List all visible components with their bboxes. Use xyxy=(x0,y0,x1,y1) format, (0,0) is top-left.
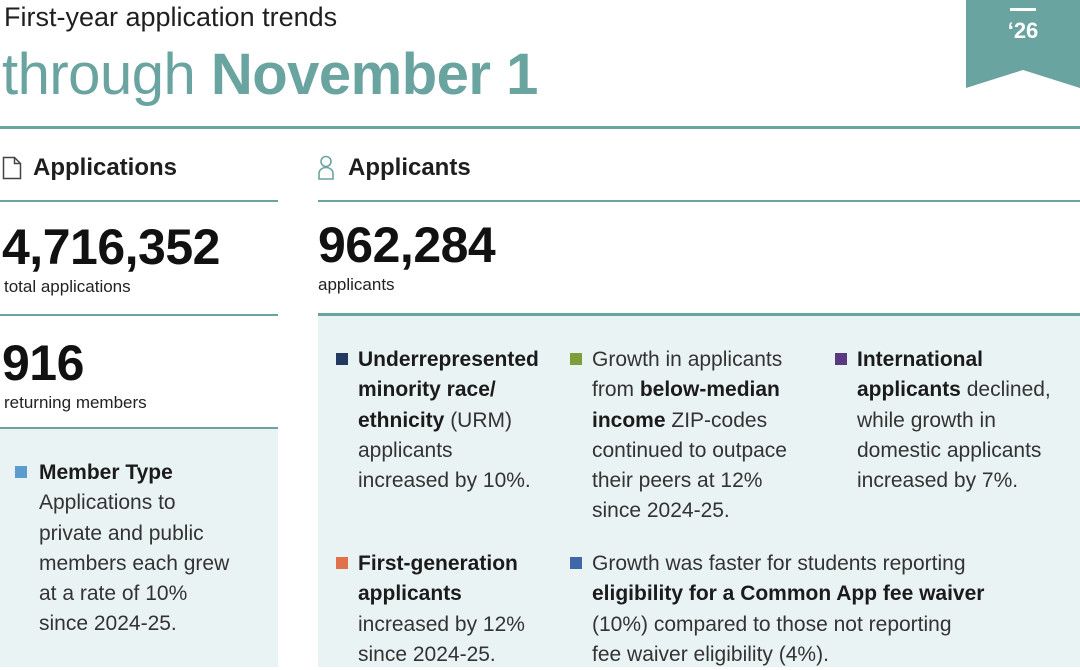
member-type-label: Member Type xyxy=(39,461,173,484)
income-bold: income xyxy=(592,408,666,432)
first-gen-text: First-generation applicants increased by… xyxy=(358,549,558,670)
member-type-line: at a rate of 10% xyxy=(39,582,188,606)
urm-line: increased by 10%. xyxy=(358,469,531,493)
member-type-line: Applications to xyxy=(39,491,176,515)
applicants-panel xyxy=(318,316,1080,667)
fee-waiver-bullet xyxy=(570,557,582,569)
title-through: through xyxy=(2,42,211,107)
applicants-heading: Applicants xyxy=(348,154,471,181)
returning-members-caption: returning members xyxy=(4,393,147,412)
international-bullet xyxy=(835,353,847,365)
income-line: Growth in applicants xyxy=(592,348,783,371)
page-title: through November 1 xyxy=(2,40,538,110)
fee-waiver-text: Growth was faster for students reporting… xyxy=(592,549,1062,670)
urm-bold: Underrepresented xyxy=(358,348,539,371)
member-type-panel xyxy=(0,429,278,667)
person-icon xyxy=(318,155,334,180)
urm-rest: (URM) xyxy=(444,408,513,432)
returning-members-value: 916 xyxy=(2,335,84,391)
urm-bold: ethnicity xyxy=(358,408,445,432)
applicants-divider xyxy=(318,200,1080,202)
total-applicants-value: 962,284 xyxy=(318,217,496,273)
income-line: since 2024-25. xyxy=(592,499,730,523)
income-line: their peers at 12% xyxy=(592,469,763,493)
banner-dash xyxy=(1010,8,1036,11)
member-type-line: members each grew xyxy=(39,551,230,575)
member-type-line: private and public xyxy=(39,521,204,545)
first-gen-line: increased by 12% xyxy=(358,612,525,636)
title-date: November 1 xyxy=(210,42,539,107)
international-bold: applicants xyxy=(857,378,961,402)
urm-bullet xyxy=(336,353,348,365)
urm-line: applicants xyxy=(358,438,453,462)
applications-divider xyxy=(0,200,278,202)
first-gen-bullet xyxy=(336,557,348,569)
year-banner xyxy=(966,0,1080,88)
total-applicants-caption: applicants xyxy=(318,275,395,294)
income-pre: from xyxy=(592,378,640,402)
page-subtitle: First-year application trends xyxy=(4,2,338,32)
total-applications-caption: total applications xyxy=(4,277,131,296)
document-icon xyxy=(2,156,22,180)
applications-divider-2 xyxy=(0,314,278,316)
applications-heading: Applications xyxy=(33,154,178,181)
international-line: while growth in xyxy=(857,408,996,432)
member-type-bullet xyxy=(15,466,27,478)
income-text: Growth in applicants from below-median i… xyxy=(592,345,817,527)
applicants-panel-divider xyxy=(318,313,1080,316)
international-rest: declined, xyxy=(960,378,1051,402)
fee-waiver-line: (10%) compared to those not reporting xyxy=(592,612,952,636)
international-bold: International xyxy=(857,348,984,371)
income-bullet xyxy=(570,353,582,365)
international-text: International applicants declined, while… xyxy=(857,345,1077,496)
urm-text: Underrepresented minority race/ ethnicit… xyxy=(358,345,558,496)
urm-bold: minority race/ xyxy=(358,378,496,402)
income-line: continued to outpace xyxy=(592,438,787,462)
international-line: increased by 7%. xyxy=(857,469,1019,493)
applications-divider-3 xyxy=(0,427,278,429)
first-gen-bold: First-generation xyxy=(358,552,518,575)
header-divider xyxy=(0,126,1080,129)
member-type-line: since 2024-25. xyxy=(39,612,177,636)
year-badge-label: ‘26 xyxy=(1007,18,1039,43)
member-type-text: Member Type Applications to private and … xyxy=(39,458,271,640)
fee-waiver-bold: eligibility for a Common App fee waiver xyxy=(592,582,985,606)
international-line: domestic applicants xyxy=(857,438,1042,462)
fee-waiver-line: fee waiver eligibility (4%). xyxy=(592,642,829,666)
income-bold: below-median xyxy=(639,378,780,402)
income-rest: ZIP-codes xyxy=(665,408,768,432)
fee-waiver-line: Growth was faster for students reporting xyxy=(592,552,966,575)
total-applications-value: 4,716,352 xyxy=(2,219,220,275)
first-gen-line: since 2024-25. xyxy=(358,642,496,666)
first-gen-bold: applicants xyxy=(358,582,462,606)
